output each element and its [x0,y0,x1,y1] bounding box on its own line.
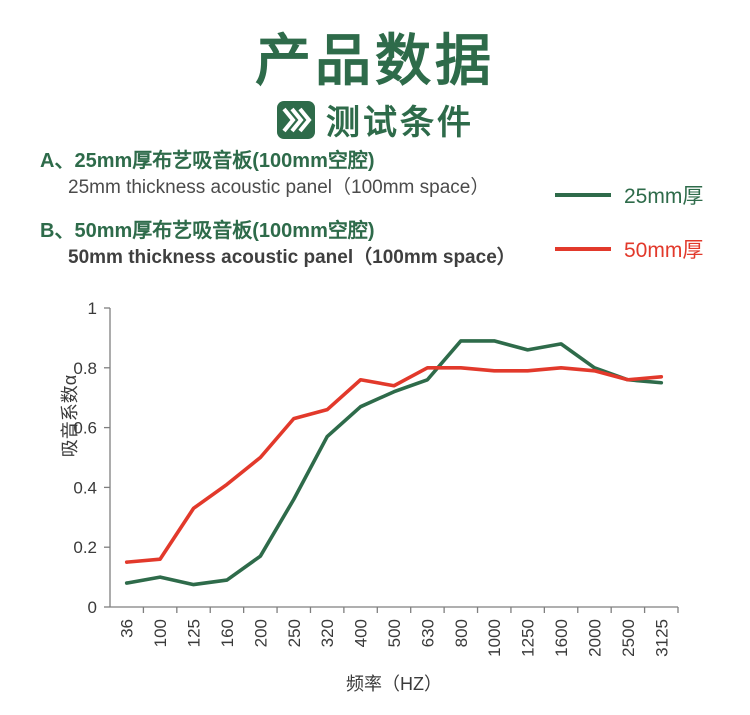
x-tick-label: 36 [118,619,137,638]
subtitle-text: 测试条件 [326,104,474,142]
x-tick-label: 1250 [519,619,538,657]
page-title: 产品数据 [255,29,495,92]
x-tick-label: 320 [318,619,337,647]
legend-line-50mm-icon [555,247,611,251]
subtitle-row: 测试条件 [0,95,750,144]
x-tick-label: 1000 [485,619,504,657]
spec-b-chinese: B、50mm厚布艺吸音板(100mm空腔) [40,219,375,242]
legend-item-25mm: 25mm厚 [555,182,703,208]
line-chart: 0 0.2 0.4 0.6 0.8 1 36 100 125 160 200 250 320 400 500… [0,280,750,715]
y-tick-label: 0.6 [73,419,97,438]
spec-a-english: 25mm thickness acoustic panel（100mm spac… [68,177,490,198]
y-tick-label: 1 [88,299,97,318]
y-tick-label: 0 [88,598,97,617]
y-tick-label: 0.2 [73,538,97,557]
y-tick-label: 0.8 [73,359,97,378]
absorption-coefficient-chart: 0 0.2 0.4 0.6 0.8 1 36 100 125 160 200 250 320 400 500… [60,299,679,694]
x-tick-label: 250 [285,619,304,647]
x-tick-label: 630 [418,619,437,647]
x-tick-label: 100 [151,619,170,647]
legend-label-25mm: 25mm厚 [624,185,704,208]
x-tick-label: 2000 [585,619,604,657]
x-tick-label: 125 [185,619,204,647]
series-line-25mm厚 [124,339,664,587]
spec-a-chinese: A、25mm厚布艺吸音板(100mm空腔) [40,150,375,172]
x-tick-label: 2500 [619,619,638,657]
x-axis-title: 频率（HZ） [346,674,442,694]
spec-b-english: 50mm thickness acoustic panel（100mm spac… [68,246,516,268]
x-tick-label: 1600 [552,619,571,657]
spec-list: A、25mm厚布艺吸音板(100mm空腔) 25mm thickness aco… [40,148,516,287]
x-tick-label: 500 [385,619,404,647]
x-tick-label: 200 [251,619,270,647]
chevrons-icon [276,100,316,140]
spec-item-b: B、50mm厚布艺吸音板(100mm空腔) 50mm thickness aco… [40,218,516,272]
series-line-50mm厚 [124,366,664,564]
x-tick-label: 3125 [652,619,671,657]
x-tick-label: 160 [218,619,237,647]
x-tick-label: 800 [452,619,471,647]
x-tick-label: 400 [352,619,371,647]
legend-line-25mm-icon [555,193,611,197]
spec-item-a: A、25mm厚布艺吸音板(100mm空腔) 25mm thickness aco… [40,148,516,202]
legend-item-50mm: 50mm厚 [555,236,703,262]
legend-label-50mm: 50mm厚 [624,239,704,262]
chart-legend: 25mm厚 50mm厚 [555,182,703,290]
y-axis-title: 吸音系数α [60,375,80,457]
y-tick-label: 0.4 [73,478,97,497]
